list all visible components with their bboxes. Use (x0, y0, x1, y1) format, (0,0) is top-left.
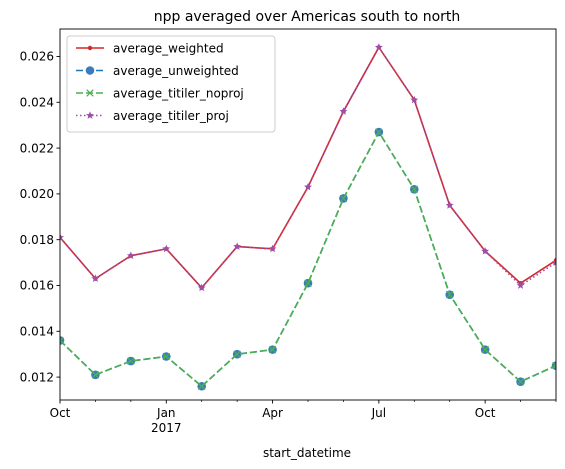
data-point (197, 382, 206, 390)
x-tick-label: Oct (475, 406, 496, 420)
data-point (60, 233, 64, 241)
data-point (127, 357, 135, 365)
data-point (410, 185, 419, 194)
legend-swatch-marker (85, 66, 95, 75)
y-tick-label: 0.018 (20, 233, 54, 247)
legend-item-average-unweighted: average_unweighted (76, 64, 239, 78)
x-tick-sublabel: 2017 (151, 421, 182, 435)
data-point (268, 244, 277, 253)
x-tick-label: Jul (371, 406, 386, 420)
legend-label: average_titiler_proj (113, 109, 229, 123)
data-point (339, 107, 348, 115)
legend-label: average_unweighted (113, 64, 239, 78)
y-tick-label: 0.012 (20, 370, 54, 384)
data-point (410, 95, 419, 104)
legend: average_weighted average_unweightedaverag… (66, 35, 276, 133)
data-point (233, 242, 242, 250)
data-point (339, 194, 348, 203)
series-average-titiler-proj (60, 43, 556, 292)
data-point (233, 350, 241, 358)
data-point (91, 371, 100, 379)
x-tick-label: Apr (262, 406, 283, 420)
y-tick-label: 0.022 (20, 141, 54, 155)
data-point (375, 128, 383, 136)
data-point (60, 336, 64, 345)
y-tick-label: 0.016 (20, 279, 54, 293)
legend-label: average_titiler_noproj (113, 86, 244, 100)
data-point (162, 244, 171, 253)
data-point (516, 281, 525, 289)
data-point (516, 377, 525, 386)
x-tick-label: Oct (50, 406, 71, 420)
data-point (445, 290, 454, 299)
data-point (481, 345, 489, 354)
x-tick-label: Jan (156, 406, 176, 420)
data-point (197, 283, 206, 292)
series-average-titiler-noproj (60, 128, 556, 390)
data-point (304, 182, 312, 191)
y-tick-label: 0.026 (20, 50, 54, 64)
y-axis: 0.012 0.014 0.016 0.018 0.020 0.022 0.024 0.026 (20, 50, 60, 384)
series-group (60, 43, 556, 391)
legend-item-average-titiler-proj: average_titiler_proj (76, 109, 229, 123)
plot-area (60, 43, 556, 391)
legend-item-average-titiler-noproj: average_titiler_noproj (76, 86, 244, 100)
data-point (552, 258, 556, 266)
data-point (481, 246, 490, 255)
data-point (268, 345, 277, 354)
chart-title: npp averaged over Americas south to nort… (154, 9, 461, 25)
legend-swatch-marker (86, 89, 94, 97)
y-tick-label: 0.020 (20, 187, 54, 201)
data-point (126, 251, 135, 260)
data-point (552, 361, 556, 370)
data-point (374, 43, 383, 51)
data-point (91, 274, 100, 283)
legend-swatch-marker (86, 111, 94, 119)
data-point (162, 352, 171, 361)
data-point (304, 279, 312, 287)
y-tick-label: 0.024 (20, 95, 54, 109)
legend-item-average-weighted: average_weighted (76, 41, 224, 55)
legend-box (66, 35, 276, 133)
legend-label: average_weighted (113, 41, 224, 55)
series-line (60, 46, 556, 289)
data-point (445, 201, 454, 209)
legend-swatch-marker (87, 45, 93, 51)
y-tick-label: 0.014 (20, 324, 54, 338)
x-axis-label: start_datetime (263, 446, 351, 460)
